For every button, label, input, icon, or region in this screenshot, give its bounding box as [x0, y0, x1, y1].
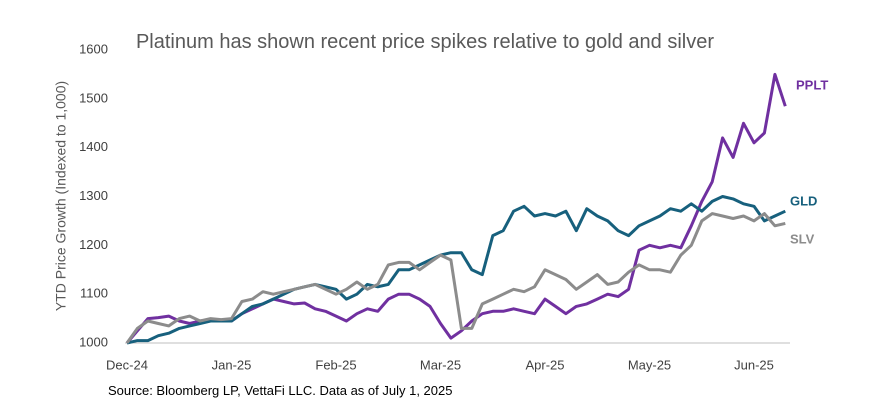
x-tick-label: Dec-24	[106, 357, 148, 372]
chart-title: Platinum has shown recent price spikes r…	[135, 31, 715, 53]
y-tick-label: 1000	[79, 334, 108, 349]
x-tick-label: Jan-25	[212, 357, 252, 372]
y-tick-label: 1600	[79, 41, 108, 56]
x-tick-label: Mar-25	[420, 357, 461, 372]
series-line	[125, 212, 786, 344]
series-line	[126, 195, 786, 345]
source-note: Source: Bloomberg LP, VettaFi LLC. Data …	[108, 383, 453, 398]
series-label: SLV	[790, 231, 815, 246]
y-tick-label: 1200	[79, 237, 108, 252]
y-tick-label: 1500	[79, 90, 108, 105]
series-label: PPLT	[796, 77, 828, 92]
y-tick-label: 1300	[79, 188, 108, 203]
x-tick-label: Apr-25	[525, 357, 564, 372]
x-tick-label: Jun-25	[734, 357, 774, 372]
y-axis-label: YTD Price Growth (Indexed to 1,000)	[53, 81, 69, 311]
series-label: GLD	[790, 193, 817, 208]
y-tick-label: 1100	[80, 286, 108, 301]
x-tick-label: Feb-25	[315, 357, 356, 372]
x-tick-label: May-25	[628, 357, 671, 372]
y-tick-label: 1400	[79, 139, 108, 154]
chart: YTD Price Growth (Indexed to 1,000) 1000…	[53, 41, 829, 372]
